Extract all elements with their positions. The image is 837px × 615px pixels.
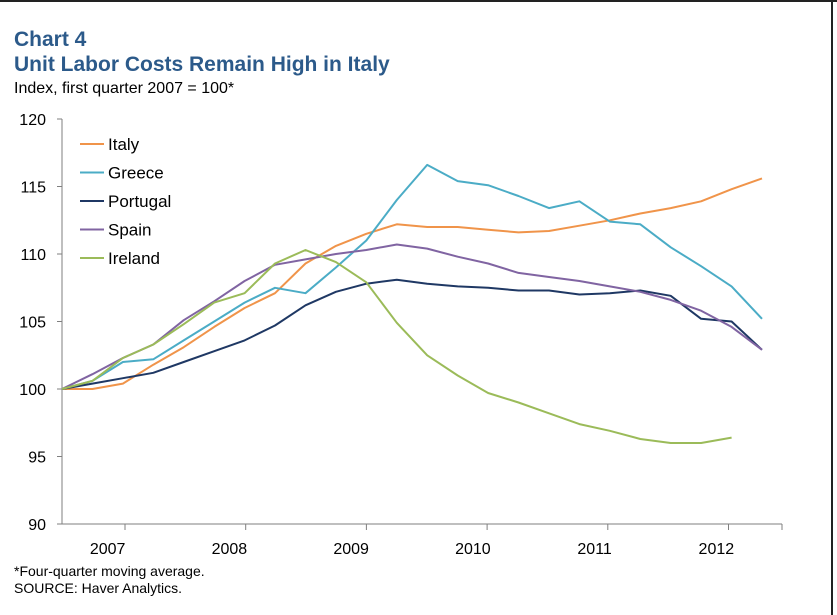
x-tick-label: 2011 bbox=[577, 541, 612, 558]
series-line-italy bbox=[62, 177, 763, 390]
series-line-spain bbox=[61, 243, 763, 390]
legend-label-spain: Spain bbox=[108, 221, 151, 240]
chart-number: Chart 4 bbox=[14, 28, 87, 51]
legend-label-ireland: Ireland bbox=[108, 249, 160, 268]
y-tick-label: 120 bbox=[19, 112, 46, 129]
line-chart: 90 95 100 105 110 115 120 2007 2008 2009 2010 2011 2… bbox=[19, 112, 783, 558]
series-line-greece bbox=[61, 163, 763, 390]
y-tick-label: 110 bbox=[20, 247, 46, 264]
chart-subtitle: Index, first quarter 2007 = 100* bbox=[14, 80, 235, 97]
y-tick-label: 115 bbox=[20, 180, 46, 197]
y-tick-label: 95 bbox=[28, 450, 46, 467]
chart-title: Unit Labor Costs Remain High in Italy bbox=[14, 53, 390, 76]
footnote: *Four-quarter moving average. bbox=[14, 563, 205, 579]
legend-label-italy: Italy bbox=[108, 135, 140, 154]
top-border-line bbox=[0, 0, 837, 2]
y-tick-label: 100 bbox=[19, 382, 46, 399]
y-tick-label: 105 bbox=[19, 315, 46, 332]
legend-label-portugal: Portugal bbox=[108, 192, 171, 211]
chart-header: Chart 4 Unit Labor Costs Remain High in … bbox=[14, 28, 390, 100]
x-tick-label: 2009 bbox=[333, 541, 369, 558]
y-tick-label: 90 bbox=[28, 517, 46, 534]
right-border-line bbox=[831, 0, 833, 615]
series-line-ireland bbox=[61, 249, 732, 444]
source-note: SOURCE: Haver Analytics. bbox=[14, 580, 183, 596]
series-line-portugal bbox=[61, 278, 763, 390]
legend-label-greece: Greece bbox=[108, 164, 164, 183]
x-tick-label: 2007 bbox=[90, 541, 126, 558]
x-tick-label: 2012 bbox=[699, 541, 735, 558]
x-tick-label: 2010 bbox=[455, 541, 491, 558]
x-tick-label: 2008 bbox=[212, 541, 248, 558]
chart-footer: *Four-quarter moving average. SOURCE: Ha… bbox=[14, 563, 205, 597]
